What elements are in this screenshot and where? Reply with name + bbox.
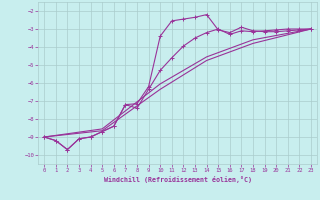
X-axis label: Windchill (Refroidissement éolien,°C): Windchill (Refroidissement éolien,°C) [104,176,252,183]
